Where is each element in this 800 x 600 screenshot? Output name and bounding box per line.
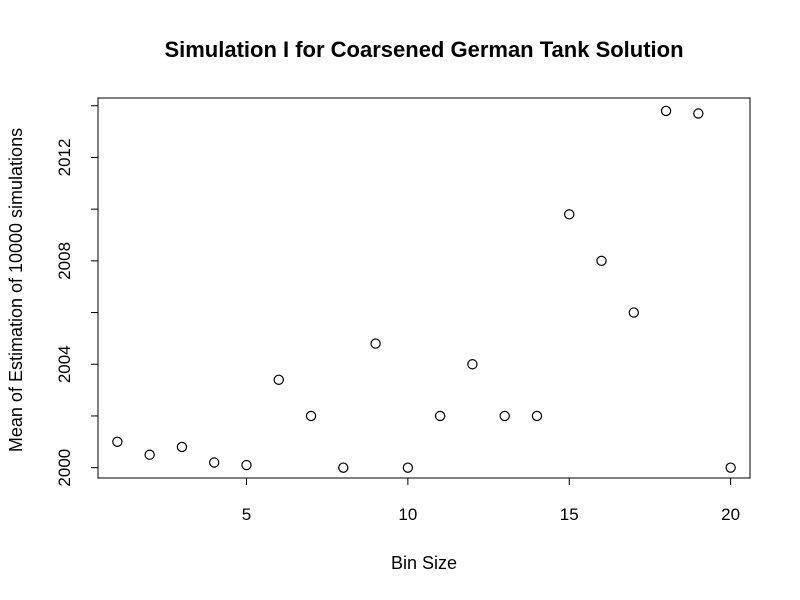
data-point — [338, 462, 349, 473]
y-tick-label: 2000 — [55, 449, 74, 487]
data-point — [467, 359, 478, 370]
x-tick-label: 15 — [560, 505, 579, 524]
data-point — [241, 459, 252, 471]
x-tick-label: 20 — [721, 505, 740, 524]
data-points — [112, 105, 736, 473]
x-axis-title: Bin Size — [391, 553, 457, 573]
data-point — [370, 338, 381, 349]
data-point — [725, 462, 736, 473]
x-tick-label: 10 — [398, 505, 417, 524]
data-point — [499, 410, 510, 422]
data-point — [693, 108, 704, 119]
y-axis-title: Mean of Estimation of 10000 simulations — [6, 128, 26, 452]
data-point — [305, 410, 317, 422]
x-axis: 5 10 15 20 — [242, 478, 740, 524]
y-tick-label: 2004 — [55, 345, 74, 383]
data-point — [176, 441, 188, 453]
data-point — [112, 436, 123, 448]
data-point — [144, 449, 155, 460]
data-point — [402, 462, 414, 473]
data-point — [564, 209, 575, 220]
data-point — [596, 255, 607, 267]
plot-border — [97, 97, 751, 479]
y-tick-label: 2008 — [55, 242, 74, 280]
data-point — [628, 307, 640, 318]
data-point — [208, 457, 220, 468]
chart-title: Simulation I for Coarsened German Tank S… — [164, 37, 683, 62]
y-tick-label: 2012 — [55, 139, 74, 177]
data-point — [531, 410, 543, 422]
data-point — [273, 374, 284, 385]
data-point — [660, 105, 672, 117]
data-point — [434, 410, 446, 422]
y-axis: 2000 2004 2008 2012 — [55, 105, 98, 487]
x-tick-label: 5 — [242, 505, 251, 524]
